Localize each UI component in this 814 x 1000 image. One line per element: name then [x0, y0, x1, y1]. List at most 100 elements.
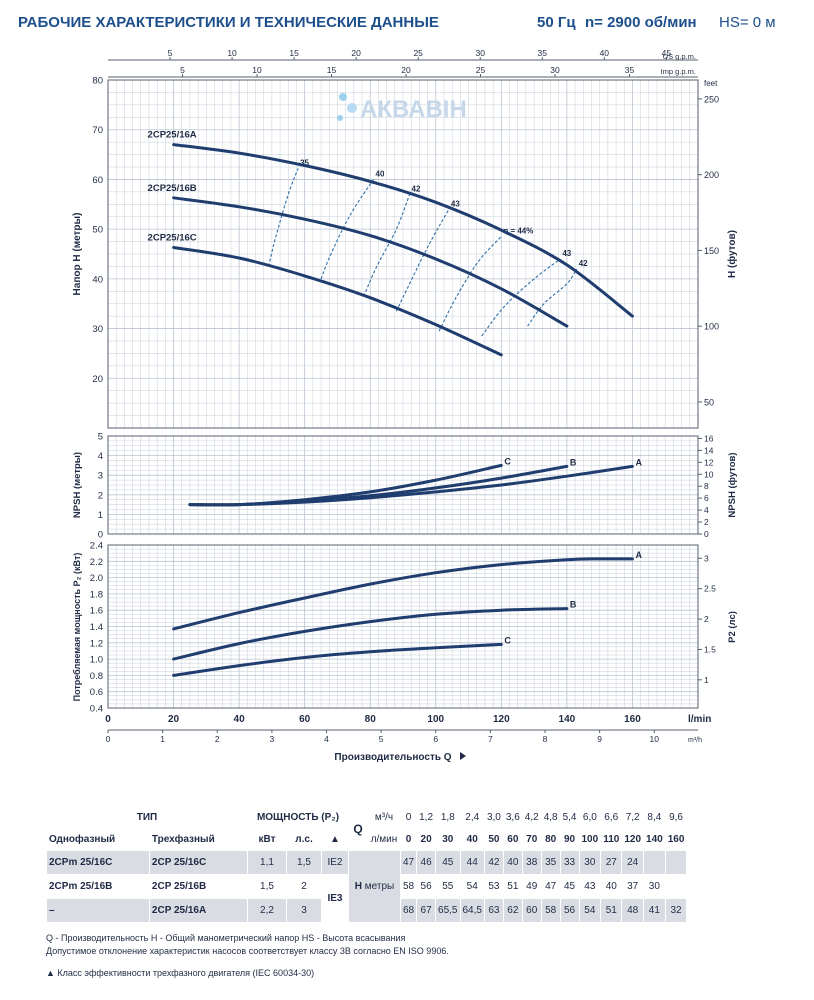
head-value: 43	[578, 874, 602, 899]
series-label: B	[570, 457, 577, 467]
head-value: 40	[502, 850, 523, 875]
usgpm-tick-label: 15	[289, 48, 299, 58]
q-lmin-cell: 90	[559, 828, 580, 851]
q-m3h-cell: 9,6	[664, 806, 688, 829]
y2-tick-label: 150	[704, 246, 719, 256]
h-label: H метры	[348, 850, 401, 923]
head-value: 33	[559, 850, 580, 875]
y2-axis-title: H (футов)	[726, 230, 738, 278]
npsh-ft-tick-label: 8	[704, 481, 709, 491]
head-value: 27	[600, 850, 623, 875]
ie-note: ▲ Класс эффективности трехфазного двигат…	[46, 968, 315, 978]
q-lmin-cell: 30	[435, 828, 461, 851]
y-tick-label: 1.8	[90, 589, 103, 600]
model-single: 2CPm 25/16C	[46, 850, 150, 875]
x-tick-label: 140	[559, 714, 576, 725]
q-lmin-cell: 120	[621, 828, 645, 851]
y2-tick-label: 50	[704, 397, 714, 407]
y-tick-label: 4	[98, 451, 103, 462]
y-tick-label: 0.4	[90, 704, 103, 715]
q-lmin-cell: 100	[578, 828, 602, 851]
h-symbol: H	[354, 881, 362, 892]
q-header: Q	[348, 806, 368, 851]
q-m3h-cell: 5,4	[559, 806, 580, 829]
head-value	[664, 874, 688, 899]
head-value: 30	[643, 874, 666, 899]
series-label: 2CP25/16B	[148, 183, 197, 194]
y-tick-label: 20	[92, 374, 103, 385]
m3h-tick-label: 6	[433, 734, 438, 744]
x-axis-arrow-icon	[460, 752, 466, 760]
head-value: 58	[399, 874, 418, 899]
npsh-ft-tick-label: 16	[704, 433, 714, 443]
m3h-tick-label: 4	[324, 734, 329, 744]
head-value: 65,5	[435, 898, 461, 923]
y-tick-label: 1.4	[90, 622, 103, 633]
head-value: 35	[540, 850, 561, 875]
npsh-ft-tick-label: 4	[704, 505, 709, 515]
kw-header: кВт	[247, 828, 287, 851]
npsh-ft-tick-label: 0	[704, 529, 709, 539]
y2-unit-label: feet	[704, 79, 718, 88]
q-m3h-cell: 8,4	[643, 806, 666, 829]
head-value: 51	[502, 874, 523, 899]
impgpm-tick-label: 35	[625, 65, 635, 75]
efficiency-line	[481, 258, 561, 337]
head-value: 51	[600, 898, 623, 923]
ie-class-header: ▲	[321, 828, 349, 851]
model-single: –	[46, 898, 150, 923]
head-value: 44	[459, 850, 485, 875]
npsh-ft-axis-title: NPSH (футов)	[727, 452, 738, 517]
q-m3h-cell: 3,0	[483, 806, 504, 829]
impgpm-tick-label: 10	[252, 65, 262, 75]
q-m3h-cell: 1,8	[435, 806, 461, 829]
head-value: 48	[621, 898, 645, 923]
x-tick-label: 40	[234, 714, 246, 725]
q-lmin-cell: 160	[664, 828, 688, 851]
efficiency-label: η = 44%	[503, 227, 533, 236]
power-hp: 3	[286, 898, 322, 923]
head-value: 40	[600, 874, 623, 899]
q-m3h-cell: 1,2	[416, 806, 437, 829]
efficiency-label: 42	[412, 184, 421, 193]
head-value: 49	[521, 874, 542, 899]
x-tick-label: 80	[365, 714, 377, 725]
x-tick-label: 100	[427, 714, 444, 725]
y-tick-label: 2.4	[90, 541, 103, 552]
head-value: 42	[483, 850, 504, 875]
head-value: 47	[540, 874, 561, 899]
head-value: 56	[416, 874, 437, 899]
usgpm-unit: US g.p.m.	[663, 52, 696, 61]
efficiency-line	[395, 209, 450, 312]
q-lmin-cell: 110	[600, 828, 623, 851]
q-lmin-cell: 20	[416, 828, 437, 851]
x-tick-label: 20	[168, 714, 180, 725]
q-m3h-cell: 4,2	[521, 806, 542, 829]
npsh-ft-tick-label: 2	[704, 517, 709, 527]
watermark-drop-icon	[339, 93, 347, 101]
y-tick-label: 3	[98, 471, 103, 482]
model-three: 2CP 25/16B	[148, 874, 249, 899]
series-label: 2CP25/16C	[148, 233, 197, 244]
plot-frame	[107, 435, 699, 535]
legend-note: Q - Производительность H - Общий маномет…	[46, 933, 406, 943]
series-label: C	[504, 635, 511, 645]
power-hp: 1,5	[286, 850, 322, 875]
y-tick-label: 0.8	[90, 671, 103, 682]
usgpm-tick-label: 25	[413, 48, 423, 58]
watermark-logo: АКВАВІН	[360, 96, 467, 123]
power-hp-tick-label: 3	[704, 553, 709, 563]
power-header: МОЩНОСТЬ (P₂)	[247, 806, 349, 829]
series-line	[172, 557, 634, 631]
efficiency-line	[527, 268, 578, 327]
model-three: 2CP 25/16C	[148, 850, 249, 875]
head-value: 45	[435, 850, 461, 875]
npsh-ft-tick-label: 6	[704, 493, 709, 503]
usgpm-tick-label: 20	[351, 48, 361, 58]
head-value: 37	[621, 874, 645, 899]
watermark-drop-icon	[337, 115, 343, 121]
q-lmin-cell: 140	[643, 828, 666, 851]
head-value: 54	[459, 874, 485, 899]
npsh-ft-tick-label: 12	[704, 457, 714, 467]
suction-label: HS= 0 м	[719, 14, 776, 31]
